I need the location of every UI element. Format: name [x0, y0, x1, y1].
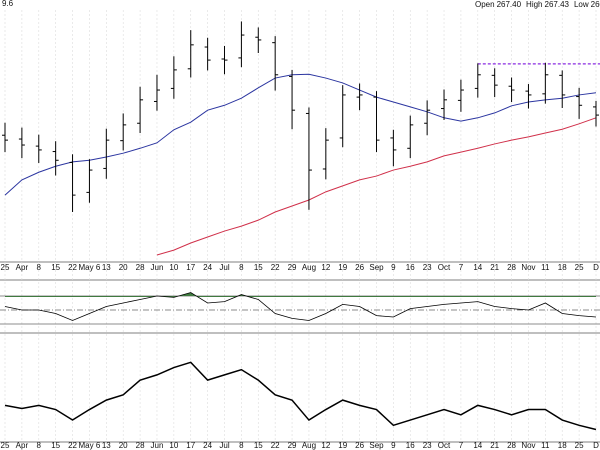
x-tick-label: Apr	[16, 263, 29, 272]
x-tick-label: 28	[507, 263, 516, 272]
x-tick-label: Sep	[369, 263, 384, 272]
x-tick-label: 24	[203, 263, 212, 272]
x-tick-label: 20	[119, 263, 128, 272]
x-tick-label: 10	[169, 263, 178, 272]
x-tick-label: 15	[254, 263, 263, 272]
x-tick-label: 14	[473, 441, 482, 450]
x-tick-label: 16	[406, 263, 415, 272]
x-tick-label: 9	[391, 441, 396, 450]
x-tick-label: 17	[186, 263, 195, 272]
x-tick-label: 25	[1, 263, 10, 272]
x-tick-label: 25	[575, 263, 584, 272]
x-tick-label: Oct	[438, 263, 451, 272]
x-tick-label: 28	[136, 441, 145, 450]
x-tick-label: 9	[391, 263, 396, 272]
x-tick-label: 28	[136, 263, 145, 272]
x-tick-label: 8	[239, 441, 244, 450]
x-tick-label: Apr	[16, 441, 29, 450]
x-tick-label: 11	[541, 263, 550, 272]
x-tick-label: Nov	[521, 263, 535, 272]
x-tick-label: 25	[1, 441, 10, 450]
x-tick-label: 23	[423, 441, 432, 450]
header-label: Open	[475, 0, 495, 9]
x-tick-label: 15	[254, 441, 263, 450]
header-value: 267.40	[497, 0, 522, 9]
price-panel	[2, 21, 600, 256]
x-tick-label: 10	[169, 441, 178, 450]
x-tick-label: 22	[271, 441, 280, 450]
x-tick-label: 22	[68, 263, 77, 272]
overbought-fill	[5, 292, 596, 297]
x-tick-label: Aug	[302, 263, 316, 272]
x-tick-label: Sep	[369, 441, 384, 450]
x-tick-label: 8	[37, 263, 42, 272]
x-tick-label: Aug	[302, 441, 316, 450]
corner-label: 9.6	[2, 0, 14, 8]
x-tick-label: 26	[355, 441, 364, 450]
x-tick-label: Jul	[219, 263, 229, 272]
x-tick-label: May 6	[79, 263, 101, 272]
x-tick-label: 12	[321, 441, 330, 450]
x-tick-label: Jun	[151, 263, 164, 272]
x-tick-label: 18	[558, 441, 567, 450]
x-tick-label: 28	[507, 441, 516, 450]
header-label: High	[526, 0, 542, 9]
x-tick-label: 23	[423, 263, 432, 272]
x-tick-label: 26	[355, 263, 364, 272]
x-tick-label: 22	[271, 263, 280, 272]
x-tick-label: 12	[321, 263, 330, 272]
x-tick-label: 21	[490, 263, 499, 272]
x-tick-label: 19	[338, 263, 347, 272]
x-tick-label: 29	[288, 441, 297, 450]
x-tick-label: Jun	[151, 441, 164, 450]
lower-line	[4, 361, 597, 431]
x-tick-label: 17	[186, 441, 195, 450]
x-tick-label: 19	[338, 441, 347, 450]
x-tick-label: Nov	[521, 441, 535, 450]
x-tick-label: 21	[490, 441, 499, 450]
moving-average	[156, 117, 597, 256]
x-tick-label: 16	[406, 441, 415, 450]
x-tick-label: 8	[239, 263, 244, 272]
header-value: 267.43	[545, 0, 570, 9]
x-tick-label: 20	[119, 441, 128, 450]
x-tick-label: 25	[575, 441, 584, 450]
indicator-line	[4, 292, 597, 321]
x-tick-label: 14	[473, 263, 482, 272]
header-label: Low	[574, 0, 589, 9]
x-tick-label: 13	[102, 441, 111, 450]
x-tick-label: 7	[459, 263, 464, 272]
x-tick-label: 15	[51, 441, 60, 450]
x-tick-label: 18	[558, 263, 567, 272]
x-tick-label: D	[593, 263, 599, 272]
x-tick-label: 7	[459, 441, 464, 450]
x-tick-label: 29	[288, 263, 297, 272]
x-tick-label: 8	[37, 441, 42, 450]
x-tick-label: May 6	[79, 441, 101, 450]
x-tick-label: 24	[203, 441, 212, 450]
x-tick-label: Oct	[438, 441, 451, 450]
x-tick-label: 13	[102, 263, 111, 272]
x-tick-label: 22	[68, 441, 77, 450]
x-tick-label: 11	[541, 441, 550, 450]
x-tick-label: 15	[51, 263, 60, 272]
x-tick-label: D	[593, 441, 599, 450]
header-value: 260.52	[591, 0, 600, 9]
moving-average	[4, 73, 597, 196]
x-tick-label: Jul	[219, 441, 229, 450]
